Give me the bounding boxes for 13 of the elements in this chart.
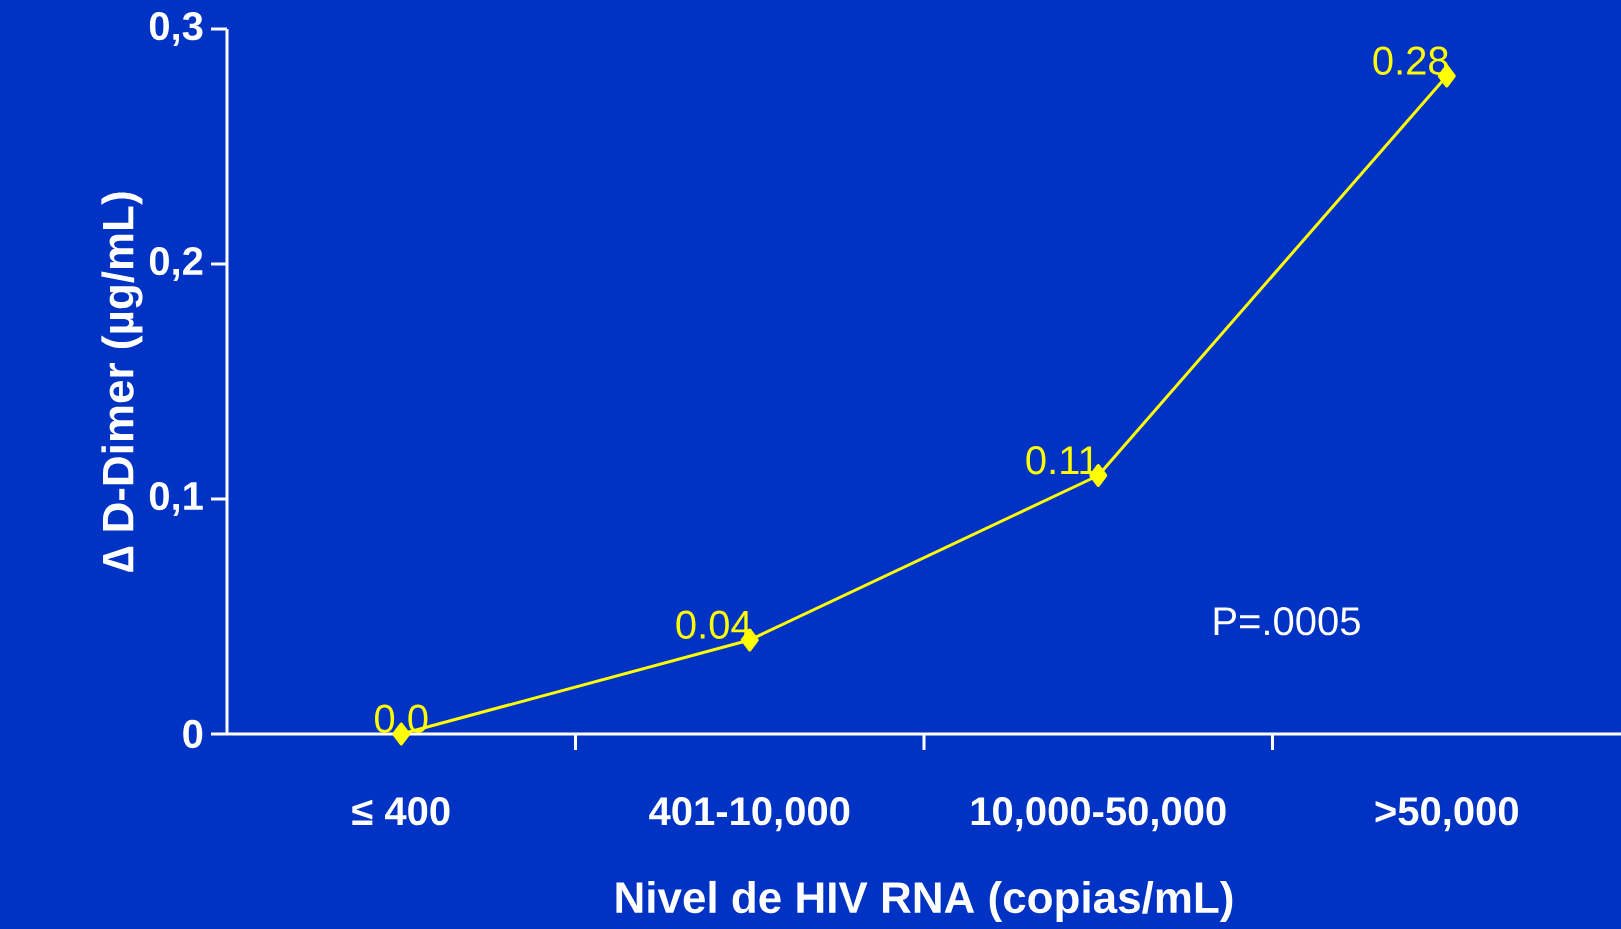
x-tick-label: ≤ 400: [352, 797, 450, 826]
y-tick-label: 0,2: [149, 246, 203, 282]
y-tick-label: 0,3: [149, 11, 203, 47]
y-tick-label: 0: [183, 719, 203, 749]
annotation: P=.0005: [1214, 607, 1360, 636]
data-label: 0.04: [676, 610, 752, 639]
y-axis-title: ∆ D-Dimer (µg/mL): [101, 192, 143, 572]
x-axis-title: Nivel de HIV RNA (copias/mL): [616, 880, 1233, 922]
data-label: 0.11: [1026, 446, 1098, 475]
x-tick-label: 401-10,000: [649, 797, 850, 832]
x-tick-label: 10,000-50,000: [971, 797, 1226, 832]
x-tick-label: >50,000: [1375, 797, 1518, 832]
y-tick-label: 0,1: [149, 481, 203, 517]
